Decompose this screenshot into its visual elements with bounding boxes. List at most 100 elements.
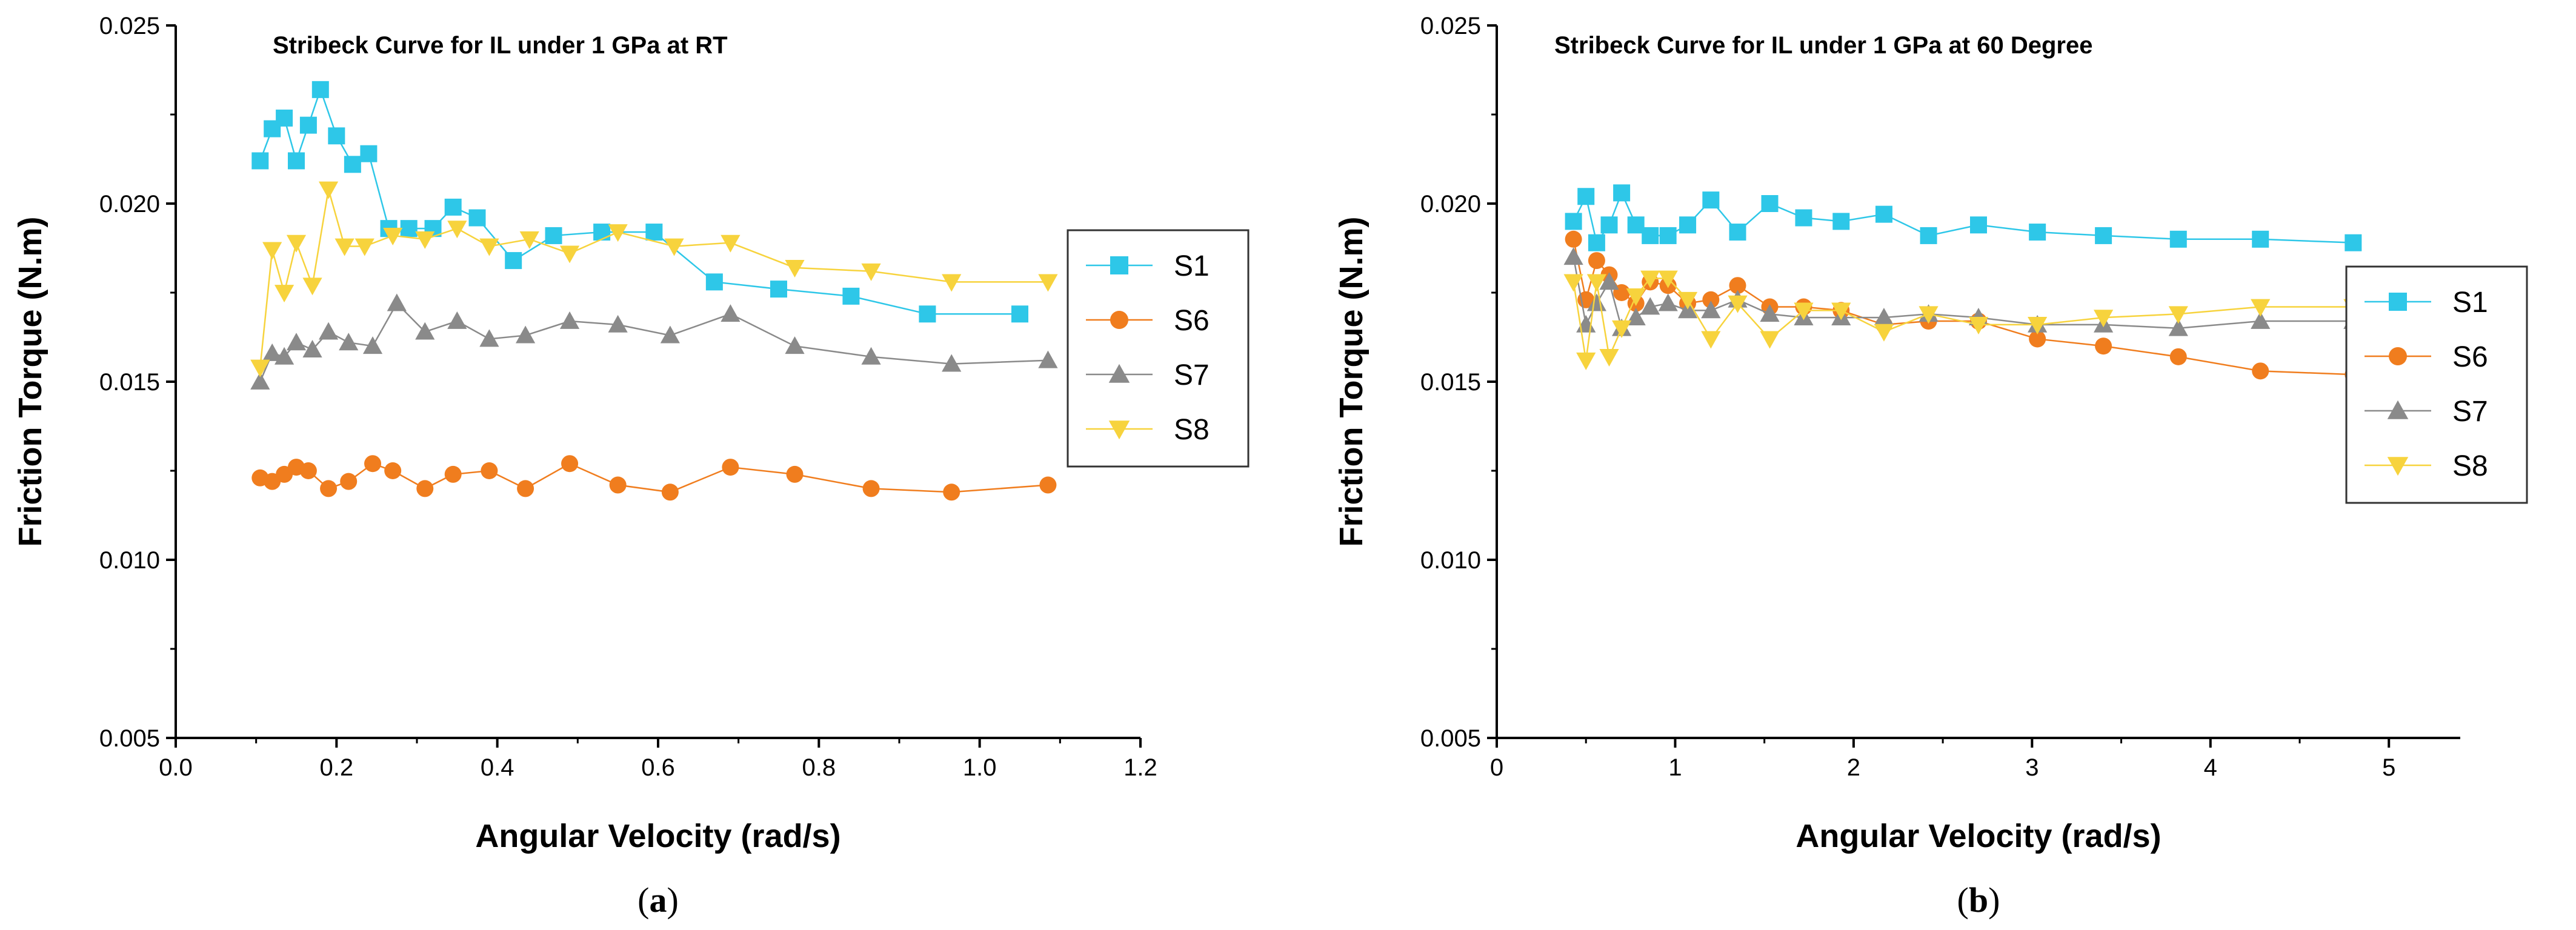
data-point-s7 — [302, 339, 322, 357]
data-point-s6 — [444, 465, 462, 483]
data-point-s7 — [942, 354, 962, 372]
legend-box — [2345, 265, 2528, 504]
data-point-s7 — [1563, 247, 1583, 265]
data-point-s8 — [1599, 348, 1619, 367]
y-tick-label: 0.020 — [99, 191, 160, 218]
data-point-s6 — [862, 480, 880, 497]
data-point-s6 — [299, 462, 317, 479]
data-point-s8 — [1563, 274, 1583, 292]
data-point-s7 — [785, 336, 805, 354]
data-point-s8 — [1794, 302, 1814, 321]
chart-title: Stribeck Curve for IL under 1 GPa at RT — [273, 32, 728, 59]
legend-label-s8: S8 — [1174, 414, 1210, 446]
panel-letter: a — [650, 880, 667, 920]
data-point-s8 — [275, 285, 295, 303]
data-point-s8 — [942, 274, 962, 292]
y-tick-label: 0.010 — [1420, 547, 1481, 574]
data-point-s7 — [275, 347, 295, 365]
legend-marker-s8 — [1108, 420, 1130, 440]
x-axis-title: Angular Velocity (rad/s) — [1796, 818, 2161, 854]
data-point-s8 — [1760, 331, 1780, 349]
legend-label-s7: S7 — [1174, 359, 1210, 391]
chart-title: Stribeck Curve for IL under 1 GPa at 60 … — [1554, 32, 2092, 59]
data-point-s8 — [354, 238, 374, 256]
data-point-s1 — [2169, 230, 2187, 248]
x-tick-label: 0.8 — [802, 754, 836, 781]
data-point-s6 — [2095, 337, 2112, 355]
data-point-s8 — [383, 228, 403, 246]
data-point-s8 — [664, 238, 684, 256]
data-point-s8 — [1658, 270, 1678, 288]
data-point-s6 — [2029, 330, 2046, 348]
data-point-s8 — [302, 277, 322, 296]
data-point-s7 — [1760, 304, 1780, 322]
data-point-s1 — [344, 156, 361, 173]
data-point-s7 — [2168, 318, 2188, 336]
data-point-s1 — [1565, 213, 1582, 230]
x-tick-label: 0.6 — [641, 754, 675, 781]
legend-label-s8: S8 — [2452, 450, 2488, 482]
legend-marker-s1 — [2389, 293, 2407, 311]
data-point-s8 — [519, 231, 539, 249]
legend-marker-s7 — [1108, 364, 1130, 383]
panel-letter: b — [1969, 880, 1988, 920]
data-point-s1 — [468, 209, 486, 227]
legend-marker-s8 — [2387, 457, 2409, 476]
y-tick-label: 0.005 — [1420, 725, 1481, 752]
panel-label: (a) — [637, 880, 679, 920]
data-point-s1 — [1795, 209, 1812, 227]
data-point-s1 — [444, 198, 462, 216]
data-point-s7 — [1640, 297, 1660, 315]
data-point-s6 — [2252, 362, 2269, 380]
data-point-s1 — [1832, 213, 1850, 230]
data-point-s1 — [1588, 234, 1605, 251]
data-point-s7 — [1658, 293, 1678, 311]
data-point-s6 — [517, 480, 534, 497]
data-point-s1 — [400, 220, 418, 237]
x-tick-label: 0 — [1490, 754, 1503, 781]
data-point-s7 — [362, 336, 383, 354]
data-point-s7 — [262, 343, 282, 361]
series-line-s8 — [1573, 277, 2354, 360]
data-point-s1 — [2252, 230, 2269, 248]
legend: S1 S6 S7 S8 — [2345, 265, 2528, 504]
data-point-s1 — [1613, 184, 1631, 202]
data-point-s6 — [1588, 252, 1605, 270]
legend-label-s1: S1 — [1174, 250, 1210, 282]
panel-paren-close: ) — [1988, 880, 2000, 920]
data-point-s8 — [447, 221, 467, 239]
data-point-s6 — [481, 462, 498, 479]
y-axis-title: Friction Torque (N.m) — [1333, 217, 1370, 547]
x-tick-label: 1.0 — [963, 754, 997, 781]
x-axis-title: Angular Velocity (rad/s) — [475, 818, 840, 854]
data-point-s6 — [320, 480, 338, 497]
y-tick-label: 0.025 — [99, 13, 160, 39]
data-point-s7 — [1599, 272, 1619, 290]
y-tick-label: 0.010 — [99, 547, 160, 574]
data-point-s8 — [1919, 306, 1939, 324]
data-point-s6 — [722, 459, 739, 476]
data-point-s8 — [1831, 302, 1851, 321]
data-point-s7 — [318, 322, 339, 340]
panel-paren-open: ( — [1957, 880, 1969, 920]
data-point-s6 — [416, 480, 434, 497]
y-axis-title: Friction Torque (N.m) — [12, 217, 48, 547]
panel-paren-close: ) — [667, 880, 679, 920]
data-point-s7 — [660, 325, 680, 344]
x-tick-label: 0.2 — [320, 754, 354, 781]
data-point-s1 — [328, 127, 345, 145]
data-point-s1 — [545, 227, 562, 244]
legend-label-s6: S6 — [1174, 305, 1210, 337]
data-point-s6 — [384, 462, 402, 479]
data-point-s1 — [1577, 188, 1595, 205]
data-point-s1 — [1642, 227, 1659, 244]
data-point-s8 — [1728, 295, 1748, 313]
data-point-s6 — [1565, 230, 1582, 248]
legend-box — [1067, 229, 1250, 468]
data-point-s8 — [262, 242, 282, 260]
data-point-s6 — [2169, 348, 2187, 365]
data-point-s8 — [1677, 291, 1698, 310]
data-point-s7 — [559, 311, 580, 329]
data-point-s1 — [1011, 305, 1028, 323]
